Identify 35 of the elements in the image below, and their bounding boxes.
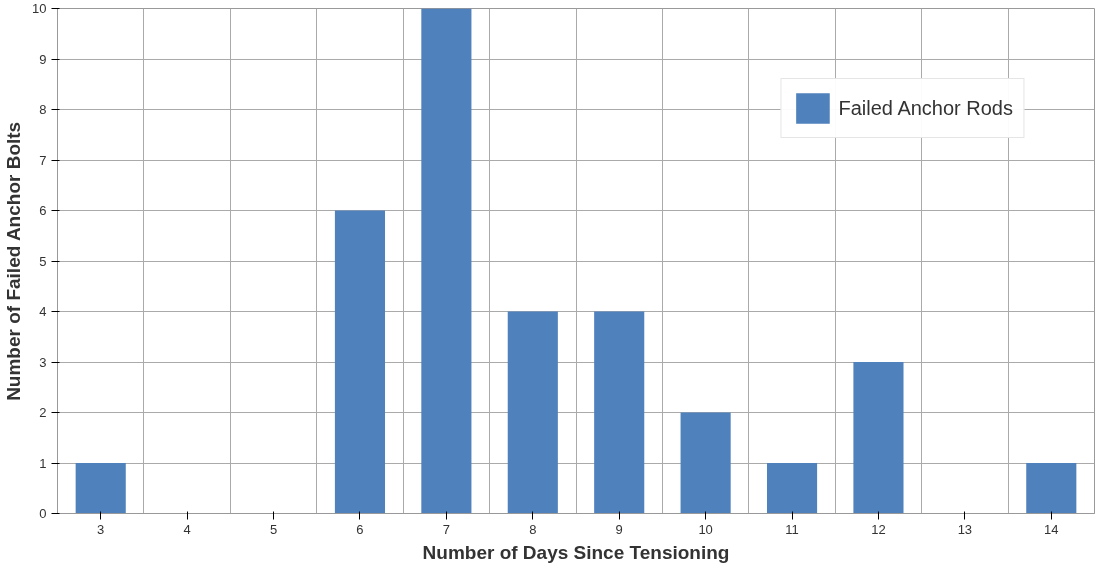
x-tick-label: 11 bbox=[785, 521, 799, 537]
bar bbox=[1026, 463, 1077, 514]
y-tick-label: 5 bbox=[39, 253, 47, 269]
x-tick-label: 13 bbox=[957, 521, 973, 537]
y-tick-label: 7 bbox=[39, 152, 47, 168]
y-tick-label: 3 bbox=[39, 354, 47, 370]
x-tick-label: 8 bbox=[529, 521, 537, 537]
x-tick-label: 6 bbox=[356, 521, 364, 537]
y-tick-label: 10 bbox=[32, 1, 47, 16]
bar bbox=[680, 412, 731, 514]
y-tick-label: 9 bbox=[39, 51, 47, 67]
x-tick-label: 3 bbox=[97, 521, 105, 537]
bar bbox=[507, 311, 558, 514]
y-tick-label: 4 bbox=[39, 304, 47, 319]
legend-label: Failed Anchor Rods bbox=[838, 96, 1013, 120]
bar bbox=[766, 463, 818, 514]
x-tick-label: 4 bbox=[183, 521, 191, 537]
y-tick-label: 1 bbox=[39, 455, 47, 471]
x-tick-label: 12 bbox=[871, 521, 886, 537]
x-tick-label: 9 bbox=[615, 521, 623, 537]
bar bbox=[853, 362, 904, 514]
x-tick-label: 10 bbox=[698, 521, 713, 537]
x-tick-label: 5 bbox=[269, 521, 278, 537]
x-tick-label: 14 bbox=[1044, 521, 1059, 537]
bar bbox=[334, 210, 386, 514]
y-tick-label: 0 bbox=[39, 506, 47, 521]
bar bbox=[594, 311, 645, 514]
y-tick-label: 8 bbox=[39, 102, 47, 117]
bar bbox=[421, 8, 472, 514]
bar bbox=[75, 463, 126, 514]
x-axis-title: Number of Days Since Tensioning bbox=[422, 541, 730, 563]
y-axis-title: Number of Failed Anchor Bolts bbox=[3, 121, 25, 401]
x-tick-label: 7 bbox=[442, 521, 450, 537]
y-tick-label: 6 bbox=[39, 203, 47, 218]
y-tick-label: 2 bbox=[39, 405, 47, 420]
